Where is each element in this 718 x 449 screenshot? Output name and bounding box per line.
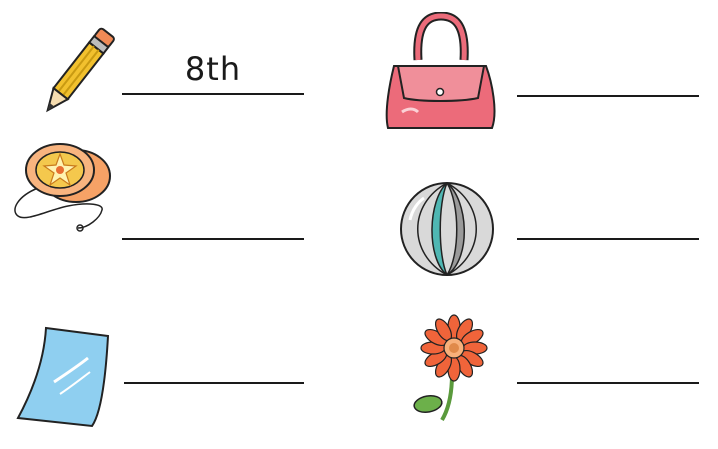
yoyo-icon [14, 143, 111, 232]
pencil-icon [46, 27, 115, 113]
answer-line-3 [122, 238, 304, 240]
answer-line-5 [124, 382, 304, 384]
paper-sheet-icon [16, 326, 110, 428]
answer-line-4 [517, 238, 699, 240]
answer-line-1 [122, 93, 304, 95]
answer-line-6 [517, 382, 699, 384]
answer-line-2 [517, 95, 699, 97]
flower-icon [413, 314, 488, 422]
handbag-icon [385, 12, 496, 129]
ball-icon [400, 182, 494, 276]
answer-text-1: 8th [184, 50, 242, 88]
